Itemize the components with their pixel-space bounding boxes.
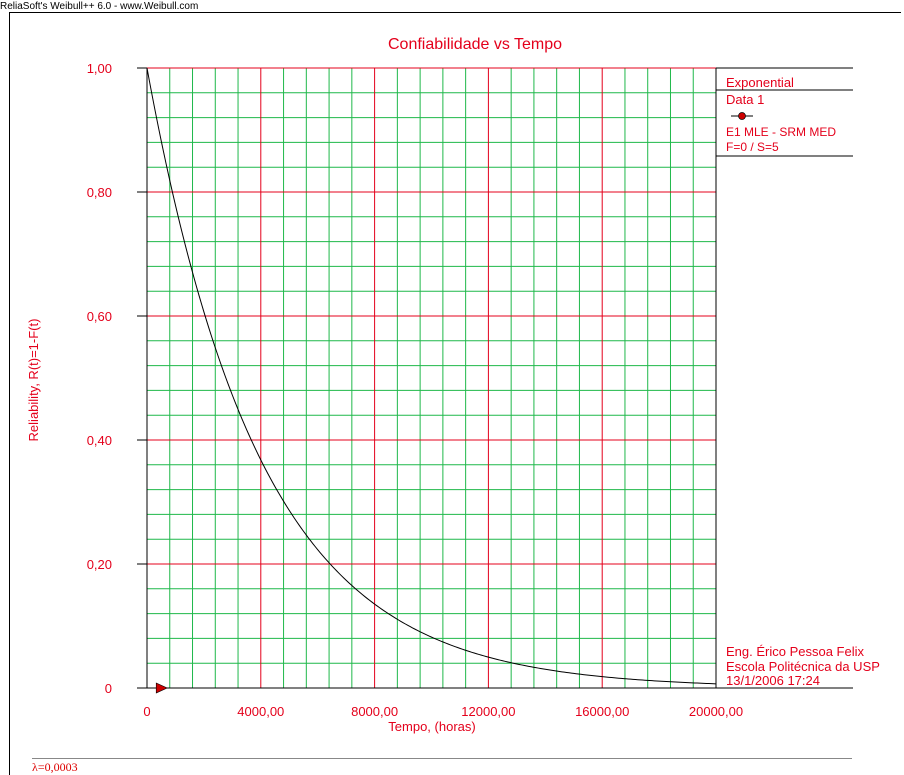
chart-title: Confiabilidade vs Tempo (388, 36, 562, 53)
x-tick-label: 4000,00 (237, 704, 284, 719)
major-grid (146, 67, 717, 689)
legend-model: Exponential (726, 75, 794, 90)
legend-counts: F=0 / S=5 (726, 140, 779, 154)
legend-data-name: Data 1 (726, 92, 764, 107)
legend-method: E1 MLE - SRM MED (726, 125, 836, 139)
x-tick-label: 0 (143, 704, 150, 719)
y-tick-label: 0,40 (87, 433, 112, 448)
stats-label: λ=0,0003 (32, 760, 78, 774)
y-tick-label: 0,60 (87, 309, 112, 324)
footer-date: 13/1/2006 17:24 (726, 673, 820, 688)
minor-grid (147, 68, 716, 688)
y-tick-labels: 0 0,20 0,40 0,60 0,80 1,00 (87, 61, 112, 696)
y-tick-label: 0 (105, 681, 112, 696)
x-tick-label: 8000,00 (351, 704, 398, 719)
x-axis-label: Tempo, (horas) (388, 719, 475, 734)
stats-separator (32, 758, 852, 759)
x-tick-labels: 0 4000,00 8000,00 12000,00 16000,00 20000,00 (143, 704, 743, 719)
y-tick-label: 0,80 (87, 185, 112, 200)
x-tick-label: 16000,00 (575, 704, 629, 719)
y-tick-label: 1,00 (87, 61, 112, 76)
y-axis-label: Reliability, R(t)=1-F(t) (26, 319, 41, 442)
app-title: ReliaSoft's Weibull++ 6.0 - www.Weibull.… (0, 1, 199, 12)
axes (137, 67, 853, 689)
x-tick-label: 12000,00 (461, 704, 515, 719)
suspension-marker (155, 682, 168, 694)
reliability-curve (146, 67, 717, 685)
x-tick-label: 20000,00 (689, 704, 743, 719)
legend: Exponential Data 1 E1 MLE - SRM MED F=0 … (716, 67, 853, 157)
legend-point-icon (738, 112, 746, 120)
footer-institution: Escola Politécnica da USP (726, 659, 880, 674)
chart-frame (9, 12, 901, 775)
y-tick-label: 0,20 (87, 557, 112, 572)
footer-info: Eng. Érico Pessoa Felix Escola Politécni… (716, 644, 880, 689)
footer-author: Eng. Érico Pessoa Felix (726, 644, 865, 659)
